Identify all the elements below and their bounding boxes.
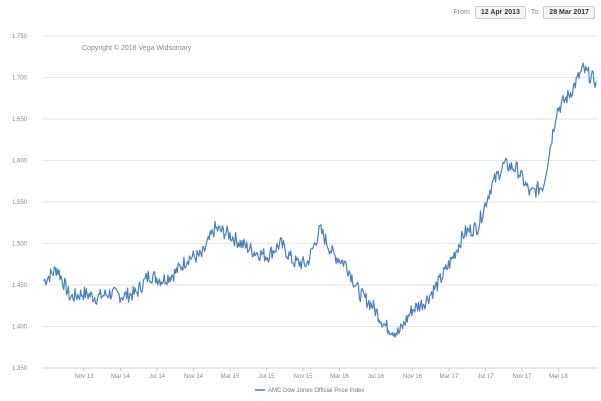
x-tick-label: Jul 16 — [368, 374, 385, 380]
x-tick-label: Mar 14 — [111, 374, 130, 380]
x-tick-label: Mar 16 — [330, 374, 349, 380]
from-date-input[interactable]: 12 Apr 2013 — [474, 6, 526, 19]
y-tick-label: 1.400 — [12, 325, 28, 331]
grid-lines — [42, 35, 598, 369]
x-tick-label: Nov 14 — [184, 374, 204, 380]
to-label: To — [530, 9, 539, 16]
y-tick-label: 1.700 — [12, 76, 28, 82]
legend-label: AMC Dow Jones Official Price Index — [268, 388, 364, 394]
x-tick-label: Jul 15 — [258, 374, 275, 380]
x-axis: Nov 13 Mar 14 Jul 14 Nov 14 Mar 15 Jul 15 Nov … — [42, 367, 598, 380]
x-tick-label: Nov 15 — [293, 374, 313, 380]
x-tick-label: Mar 15 — [221, 374, 240, 380]
date-range-selector: From 12 Apr 2013 To 28 Mar 2017 — [453, 6, 595, 19]
y-tick-label: 1.650 — [12, 117, 28, 123]
x-tick-label: Mar 18 — [549, 374, 568, 380]
y-tick-label: 1.500 — [12, 242, 28, 248]
to-date-input[interactable]: 28 Mar 2017 — [543, 6, 595, 19]
from-label: From — [453, 9, 470, 16]
copyright-note: Copyright © 2016 Vega Widsomary — [82, 44, 192, 52]
x-tick-label: Nov 17 — [512, 374, 532, 380]
x-tick-label: Jul 14 — [149, 374, 166, 380]
series-line-price-index — [43, 62, 597, 338]
x-tick-label: Jul 17 — [477, 374, 494, 380]
y-tick-label: 1.450 — [12, 283, 28, 289]
y-tick-label: 1.350 — [12, 366, 28, 372]
y-tick-label: 1.550 — [12, 200, 28, 206]
y-tick-label: 1.750 — [12, 34, 28, 40]
x-tick-label: Mar 17 — [440, 374, 459, 380]
x-tick-label: Nov 16 — [403, 374, 423, 380]
y-axis: 1.350 1.400 1.450 1.500 1.550 1.600 1.650 1.700… — [12, 34, 28, 372]
x-tick-label: Nov 13 — [74, 374, 94, 380]
legend[interactable]: AMC Dow Jones Official Price Index — [255, 388, 364, 394]
y-tick-label: 1.600 — [12, 159, 28, 165]
